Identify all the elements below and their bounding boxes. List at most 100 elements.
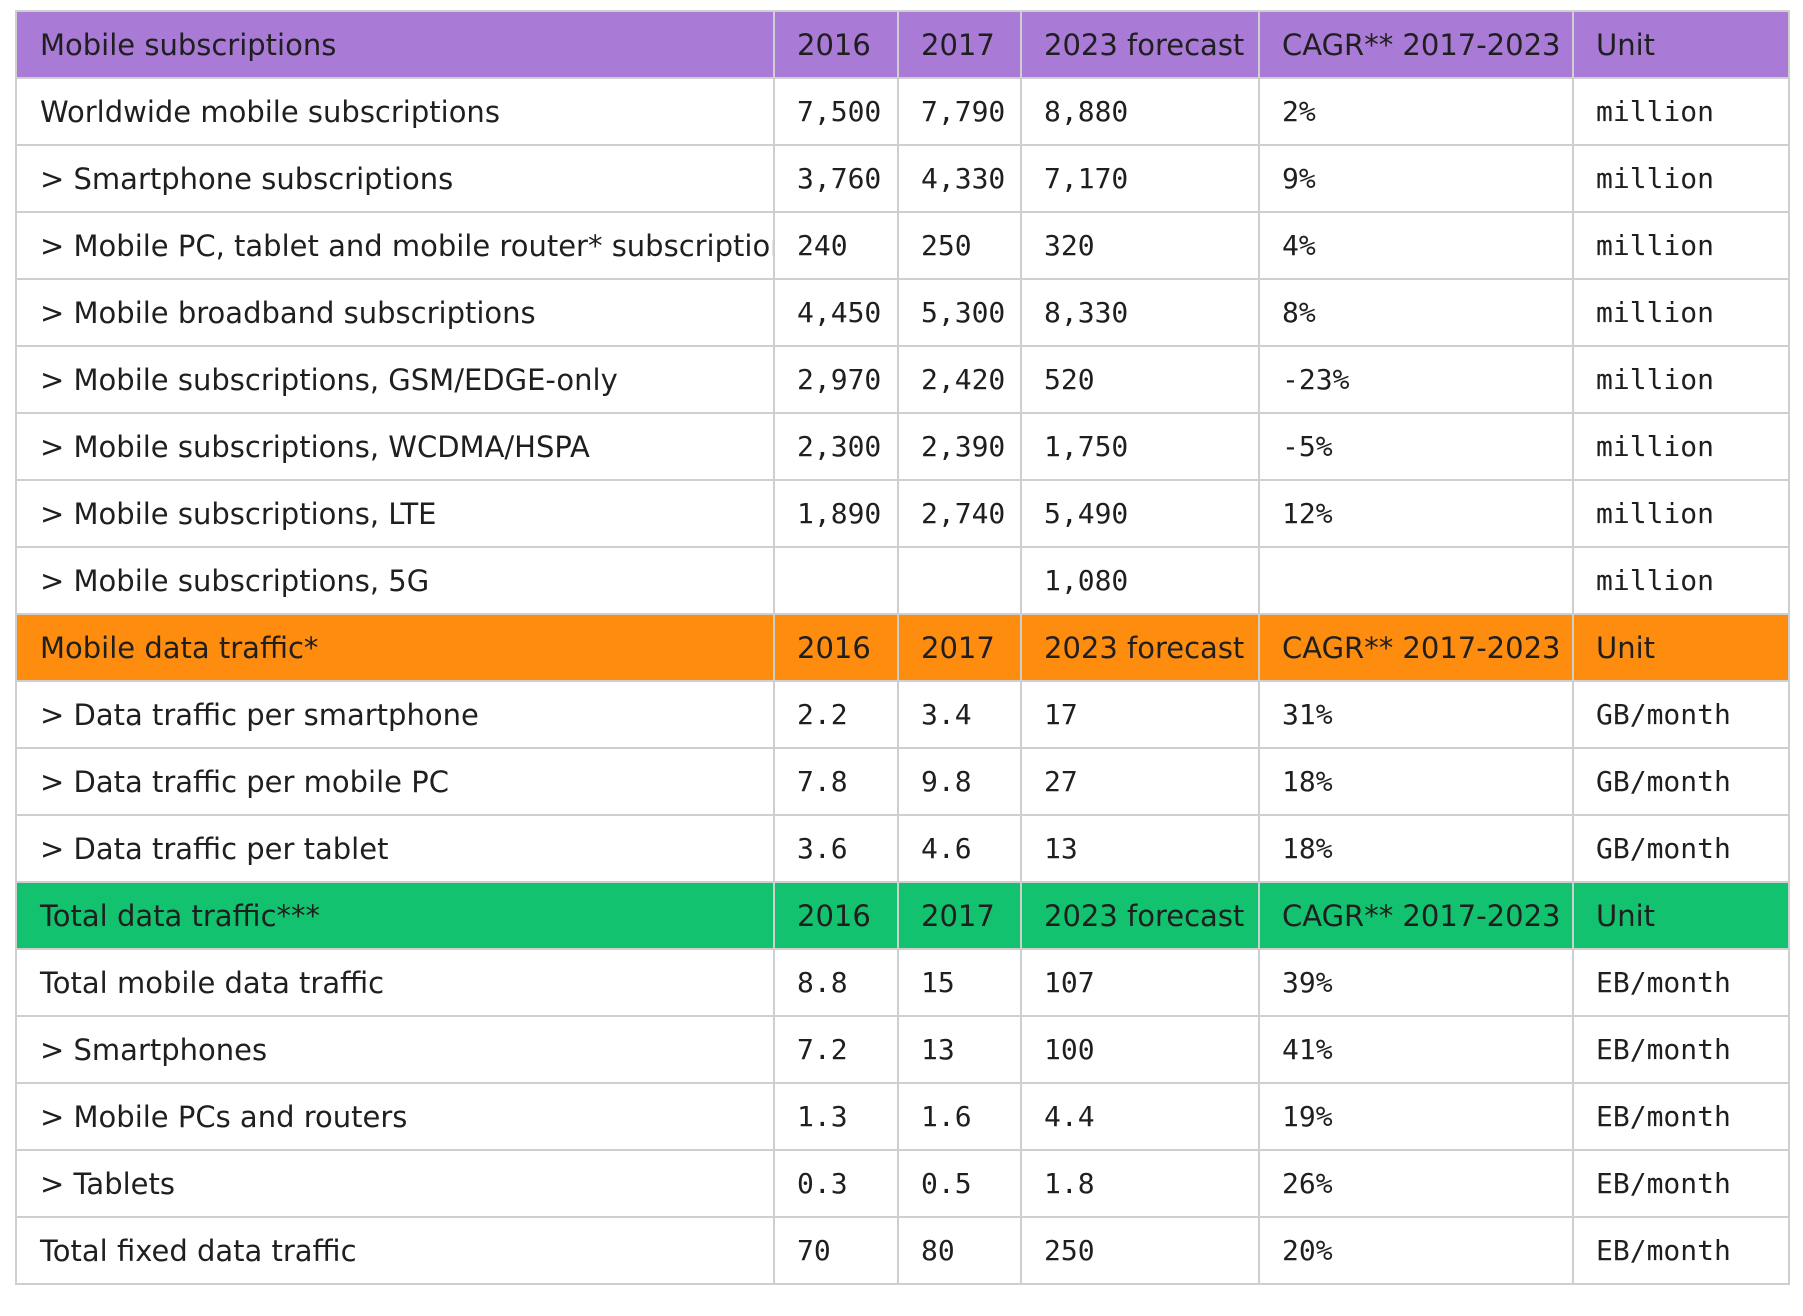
table-row: Worldwide mobile subscriptions 7,500 7,790… xyxy=(15,77,1790,146)
header-cell-forecast-2023: 2023 forecast xyxy=(1020,613,1260,682)
cell-unit: GB/month xyxy=(1572,814,1790,883)
section-header-mobile-subscriptions: Mobile subscriptions 2016 2017 2023 forecas… xyxy=(15,10,1790,79)
cell-label: Total mobile data traffic xyxy=(15,948,775,1017)
table-row: > Smartphone subscriptions 3,760 4,330 7,17… xyxy=(15,144,1790,213)
cell-cagr: 2% xyxy=(1258,77,1574,146)
cell-forecast-2023: 1.8 xyxy=(1020,1149,1260,1218)
header-cell-forecast-2023: 2023 forecast xyxy=(1020,881,1260,950)
table-row: > Mobile subscriptions, 5G 1,080 million xyxy=(15,546,1790,615)
table-row: > Mobile subscriptions, LTE 1,890 2,740 5,4… xyxy=(15,479,1790,548)
header-cell-unit: Unit xyxy=(1572,10,1790,79)
table-row: Total fixed data traffic 70 80 250 20% EB/mon… xyxy=(15,1216,1790,1285)
cell-label: > Smartphone subscriptions xyxy=(15,144,775,213)
cell-year-2016: 0.3 xyxy=(773,1149,899,1218)
table-row: > Data traffic per mobile PC 7.8 9.8 27 18% G… xyxy=(15,747,1790,816)
cell-forecast-2023: 5,490 xyxy=(1020,479,1260,548)
cell-unit: million xyxy=(1572,345,1790,414)
cell-unit: million xyxy=(1572,412,1790,481)
header-cell-cagr: CAGR** 2017-2023 xyxy=(1258,613,1574,682)
cell-label: Total fixed data traffic xyxy=(15,1216,775,1285)
cell-forecast-2023: 107 xyxy=(1020,948,1260,1017)
cell-year-2017: 0.5 xyxy=(897,1149,1022,1218)
cell-label: Worldwide mobile subscriptions xyxy=(15,77,775,146)
cell-year-2016: 4,450 xyxy=(773,278,899,347)
cell-cagr: 9% xyxy=(1258,144,1574,213)
cell-year-2016: 7.8 xyxy=(773,747,899,816)
cell-cagr: -23% xyxy=(1258,345,1574,414)
table-row: > Mobile subscriptions, WCDMA/HSPA 2,300 2… xyxy=(15,412,1790,481)
cell-year-2017: 2,740 xyxy=(897,479,1022,548)
cell-forecast-2023: 320 xyxy=(1020,211,1260,280)
section-header-mobile-data-traffic: Mobile data traffic* 2016 2017 2023 forecas… xyxy=(15,613,1790,682)
header-cell-year-2016: 2016 xyxy=(773,881,899,950)
cell-unit: EB/month xyxy=(1572,1216,1790,1285)
cell-year-2017: 1.6 xyxy=(897,1082,1022,1151)
cell-year-2016 xyxy=(773,546,899,615)
cell-label: > Data traffic per mobile PC xyxy=(15,747,775,816)
cell-cagr: 18% xyxy=(1258,747,1574,816)
cell-label: > Mobile PC, tablet and mobile router* s… xyxy=(15,211,775,280)
cell-cagr: 8% xyxy=(1258,278,1574,347)
cell-unit: EB/month xyxy=(1572,1082,1790,1151)
header-cell-year-2017: 2017 xyxy=(897,613,1022,682)
cell-year-2016: 7,500 xyxy=(773,77,899,146)
cell-forecast-2023: 7,170 xyxy=(1020,144,1260,213)
cell-year-2016: 8.8 xyxy=(773,948,899,1017)
cell-unit: million xyxy=(1572,77,1790,146)
cell-unit: GB/month xyxy=(1572,747,1790,816)
table-row: > Mobile PC, tablet and mobile router* s… xyxy=(15,211,1790,280)
cell-year-2016: 2,300 xyxy=(773,412,899,481)
cell-cagr: 41% xyxy=(1258,1015,1574,1084)
cell-year-2017: 5,300 xyxy=(897,278,1022,347)
cell-year-2016: 70 xyxy=(773,1216,899,1285)
statistics-table: Mobile subscriptions 2016 2017 2023 forecas… xyxy=(15,10,1790,1285)
header-cell-year-2017: 2017 xyxy=(897,10,1022,79)
cell-label: > Mobile PCs and routers xyxy=(15,1082,775,1151)
header-cell-unit: Unit xyxy=(1572,881,1790,950)
table-row: > Smartphones 7.2 13 100 41% EB/month xyxy=(15,1015,1790,1084)
cell-label: > Smartphones xyxy=(15,1015,775,1084)
header-cell-label: Mobile data traffic* xyxy=(15,613,775,682)
cell-year-2016: 240 xyxy=(773,211,899,280)
cell-year-2017: 4,330 xyxy=(897,144,1022,213)
cell-forecast-2023: 17 xyxy=(1020,680,1260,749)
header-cell-cagr: CAGR** 2017-2023 xyxy=(1258,10,1574,79)
header-cell-label: Mobile subscriptions xyxy=(15,10,775,79)
header-cell-unit: Unit xyxy=(1572,613,1790,682)
header-cell-year-2016: 2016 xyxy=(773,10,899,79)
cell-label: > Mobile subscriptions, LTE xyxy=(15,479,775,548)
cell-year-2017: 2,420 xyxy=(897,345,1022,414)
cell-forecast-2023: 250 xyxy=(1020,1216,1260,1285)
cell-cagr: 19% xyxy=(1258,1082,1574,1151)
cell-forecast-2023: 13 xyxy=(1020,814,1260,883)
cell-cagr: 31% xyxy=(1258,680,1574,749)
header-cell-forecast-2023: 2023 forecast xyxy=(1020,10,1260,79)
cell-unit: GB/month xyxy=(1572,680,1790,749)
cell-label: > Mobile subscriptions, WCDMA/HSPA xyxy=(15,412,775,481)
table-row: > Mobile subscriptions, GSM/EDGE-only 2,9… xyxy=(15,345,1790,414)
cell-unit: million xyxy=(1572,546,1790,615)
cell-cagr: 39% xyxy=(1258,948,1574,1017)
cell-year-2016: 7.2 xyxy=(773,1015,899,1084)
cell-year-2017: 80 xyxy=(897,1216,1022,1285)
header-cell-cagr: CAGR** 2017-2023 xyxy=(1258,881,1574,950)
cell-cagr: 4% xyxy=(1258,211,1574,280)
table-row: > Mobile PCs and routers 1.3 1.6 4.4 19% EB/m… xyxy=(15,1082,1790,1151)
section-header-total-data-traffic: Total data traffic*** 2016 2017 2023 foreca… xyxy=(15,881,1790,950)
cell-cagr xyxy=(1258,546,1574,615)
cell-year-2016: 2,970 xyxy=(773,345,899,414)
cell-year-2017: 3.4 xyxy=(897,680,1022,749)
cell-label: > Data traffic per smartphone xyxy=(15,680,775,749)
cell-unit: EB/month xyxy=(1572,1015,1790,1084)
cell-forecast-2023: 4.4 xyxy=(1020,1082,1260,1151)
cell-year-2016: 3,760 xyxy=(773,144,899,213)
cell-unit: million xyxy=(1572,211,1790,280)
cell-forecast-2023: 520 xyxy=(1020,345,1260,414)
table-row: > Mobile broadband subscriptions 4,450 5,3… xyxy=(15,278,1790,347)
cell-year-2016: 2.2 xyxy=(773,680,899,749)
cell-forecast-2023: 27 xyxy=(1020,747,1260,816)
cell-year-2017: 15 xyxy=(897,948,1022,1017)
cell-forecast-2023: 8,880 xyxy=(1020,77,1260,146)
cell-unit: EB/month xyxy=(1572,948,1790,1017)
cell-year-2017: 9.8 xyxy=(897,747,1022,816)
